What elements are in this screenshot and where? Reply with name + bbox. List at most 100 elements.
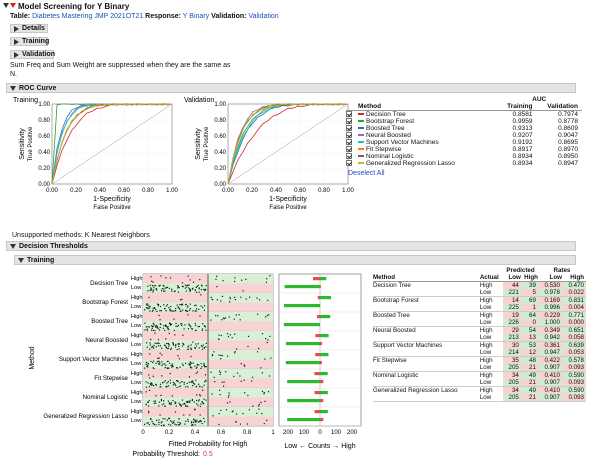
fitted-point bbox=[213, 376, 215, 378]
auc-row[interactable]: Nominal Logistic 0.8934 0.8950 bbox=[346, 153, 582, 160]
fitted-point bbox=[144, 423, 146, 425]
fitted-point bbox=[151, 384, 153, 386]
auc-row[interactable]: Boosted Tree 0.9313 0.8609 bbox=[346, 125, 582, 132]
band-high-above bbox=[208, 331, 273, 341]
fitted-point bbox=[177, 424, 179, 426]
fitted-point bbox=[169, 382, 171, 384]
response-link[interactable]: Y Binary bbox=[182, 13, 210, 20]
fitted-point bbox=[185, 309, 187, 311]
validation-link[interactable]: Validation bbox=[248, 13, 279, 20]
table-name-link[interactable]: Diabetes Mastering JMP 2021OT21 bbox=[32, 13, 144, 20]
auc-training-cell: 0.9207 bbox=[512, 132, 533, 139]
auc-row[interactable]: Decision Tree 0.8581 0.7974 bbox=[346, 111, 582, 119]
fitted-point bbox=[152, 367, 154, 369]
fitted-point bbox=[145, 386, 147, 388]
fitted-point bbox=[203, 362, 205, 365]
band-high-above bbox=[208, 407, 273, 417]
fitted-point bbox=[163, 288, 165, 290]
fitted-point bbox=[252, 376, 254, 378]
fitted-point bbox=[235, 348, 238, 350]
auc-row[interactable]: Fit Stepwise 0.8917 0.8970 bbox=[346, 146, 582, 153]
fitted-point bbox=[145, 404, 147, 406]
fitted-point bbox=[177, 355, 179, 357]
count-bar-high-correct bbox=[320, 353, 329, 357]
report-title-bar[interactable]: Model Screening for Y Binary bbox=[0, 2, 600, 11]
fitted-point bbox=[174, 411, 177, 413]
fitted-point bbox=[166, 286, 168, 288]
auc-row[interactable]: Neural Boosted 0.9207 0.9047 bbox=[346, 132, 582, 139]
model-checkbox[interactable] bbox=[346, 118, 358, 125]
fitted-point bbox=[264, 358, 266, 360]
fitted-point bbox=[194, 419, 196, 421]
fitted-point bbox=[220, 354, 222, 356]
fitted-point bbox=[265, 316, 267, 318]
threshold-value[interactable]: 0.5 bbox=[203, 451, 213, 458]
counts-ticks: 200 100 0 100 200 bbox=[283, 430, 358, 436]
model-checkbox[interactable] bbox=[346, 139, 358, 146]
confusion-row: Bootstrap Forest High 14 69 0.169 0.831 bbox=[373, 296, 586, 304]
model-checkbox[interactable] bbox=[346, 160, 358, 167]
fitted-point bbox=[194, 304, 196, 307]
fitted-point bbox=[145, 303, 148, 305]
series-swatch-icon bbox=[358, 134, 364, 137]
fitted-point bbox=[194, 424, 196, 426]
fitted-point bbox=[156, 361, 158, 363]
fitted-point bbox=[196, 421, 198, 423]
fitted-point bbox=[153, 287, 155, 289]
decision-training-outline[interactable]: Training bbox=[14, 255, 576, 265]
roc-training-plot: 0.000.00 0.20 0.20 0.40 0.40 0.60 0.60 0.80 0.80… bbox=[19, 102, 178, 211]
fitted-point bbox=[200, 363, 202, 365]
fitted-point bbox=[152, 289, 155, 291]
auc-row[interactable]: Support Vector Machines 0.9192 0.8695 bbox=[346, 139, 582, 146]
fitted-point bbox=[175, 405, 177, 407]
fitted-point bbox=[151, 329, 153, 331]
fitted-point bbox=[165, 338, 167, 340]
deselect-all-link[interactable]: Deselect All bbox=[348, 170, 385, 177]
model-checkbox[interactable] bbox=[346, 132, 358, 139]
fitted-point bbox=[233, 318, 235, 320]
validation-outline[interactable]: Validation bbox=[10, 50, 55, 59]
predicted-high-header: High bbox=[524, 274, 538, 281]
auc-row[interactable]: Generalized Regression Lasso 0.8934 0.8947 bbox=[346, 160, 582, 167]
fitted-point bbox=[188, 363, 190, 365]
fitted-point bbox=[227, 336, 229, 338]
fitted-point bbox=[198, 399, 200, 401]
method-label: Neural Boosted bbox=[85, 337, 128, 344]
fitted-point bbox=[185, 304, 187, 306]
method-label: Bootstrap Forest bbox=[82, 299, 128, 306]
auc-row[interactable]: Bootstrap Forest 0.9959 0.8778 bbox=[346, 118, 582, 125]
fitted-point bbox=[157, 305, 159, 307]
model-checkbox[interactable] bbox=[346, 111, 358, 119]
fitted-point bbox=[167, 400, 169, 402]
roc-curve-outline[interactable]: ROC Curve bbox=[6, 83, 576, 93]
disclosure-triangle-icon[interactable] bbox=[3, 3, 12, 10]
auc-method-cell: Fit Stepwise bbox=[358, 146, 496, 153]
fitted-point bbox=[172, 365, 174, 367]
fitted-point bbox=[258, 408, 260, 410]
training-outline[interactable]: Training bbox=[10, 37, 49, 46]
fitted-point bbox=[168, 332, 170, 334]
predicted-count-cell: 35 bbox=[503, 356, 521, 364]
fitted-point bbox=[201, 401, 203, 403]
fitted-point bbox=[178, 348, 180, 350]
model-checkbox[interactable] bbox=[346, 125, 358, 132]
fitted-point bbox=[163, 304, 165, 306]
fitted-point bbox=[159, 363, 161, 365]
details-outline[interactable]: Details bbox=[10, 24, 48, 33]
fitted-point bbox=[161, 364, 163, 367]
roc-training-title: Training bbox=[13, 97, 38, 104]
fitted-point bbox=[191, 424, 193, 426]
fitted-point bbox=[242, 413, 244, 415]
decision-thresholds-outline[interactable]: Decision Thresholds bbox=[6, 241, 576, 251]
fitted-probability-bands bbox=[143, 274, 273, 427]
model-checkbox[interactable] bbox=[346, 146, 358, 153]
red-triangle-menu-icon[interactable] bbox=[10, 3, 16, 10]
model-checkbox[interactable] bbox=[346, 153, 358, 160]
fitted-point bbox=[165, 364, 167, 366]
y-tick-label: 0.20 bbox=[214, 166, 226, 172]
fitted-point bbox=[152, 385, 155, 387]
fitted-point bbox=[196, 285, 198, 287]
fitted-point bbox=[167, 328, 169, 330]
fitted-point bbox=[174, 423, 176, 425]
auc-method-cell: Generalized Regression Lasso bbox=[358, 160, 496, 167]
